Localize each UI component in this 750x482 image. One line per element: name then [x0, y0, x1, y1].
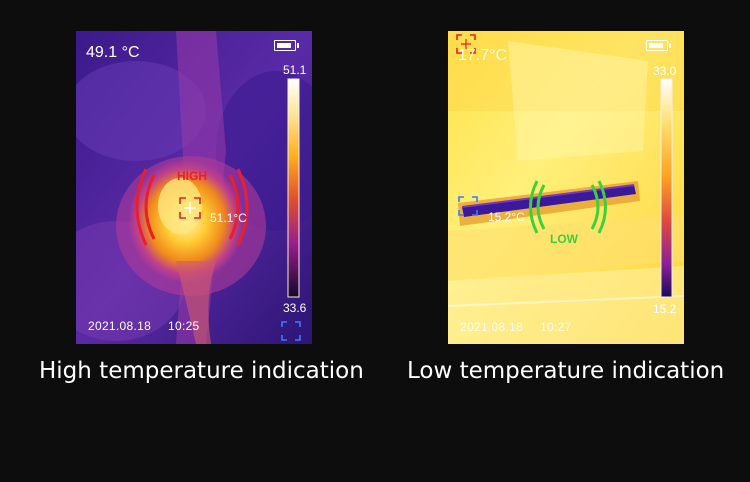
thermal-heatmap-low — [448, 31, 684, 344]
crosshair-icon — [456, 34, 476, 54]
caption-low-temperature: Low temperature indication — [407, 358, 725, 384]
alarm-arcs-icon — [529, 180, 607, 234]
spot-temp-readout: 15.2°C — [488, 210, 525, 224]
battery-icon — [274, 40, 299, 51]
thermal-heatmap-high — [76, 31, 312, 344]
capture-time: 10:27 — [540, 320, 572, 334]
max-temp-readout: 17.7°C — [458, 47, 508, 64]
focus-bracket-icon — [281, 321, 301, 341]
scale-min-value: 33.6 — [283, 301, 307, 315]
thermal-image-high: 49.1 °C 51.1 33.6 HIGH 51.1°C 2021.08.18… — [76, 31, 312, 344]
max-temp-readout: 49.1 °C — [86, 44, 140, 61]
crosshair-icon — [179, 197, 201, 219]
capture-date: 2021.08.18 — [460, 320, 524, 334]
focus-bracket-icon — [458, 196, 478, 216]
spot-temp-readout: 51.1°C — [210, 211, 247, 225]
scale-min-value: 15.2 — [653, 302, 677, 316]
high-indicator-label: HIGH — [177, 169, 207, 183]
caption-high-temperature: High temperature indication — [39, 358, 364, 384]
capture-time: 10:25 — [168, 319, 200, 333]
capture-date: 2021.08.18 — [88, 319, 152, 333]
battery-icon — [646, 40, 671, 51]
scale-max-value: 51.1 — [283, 63, 307, 77]
low-indicator-label: LOW — [550, 232, 578, 246]
thermal-image-low: 17.7°C 33.0 15.2 15.2°C LOW 2021.08.18 1… — [448, 31, 684, 344]
scale-max-value: 33.0 — [653, 64, 677, 78]
alarm-arcs-icon — [135, 168, 249, 246]
